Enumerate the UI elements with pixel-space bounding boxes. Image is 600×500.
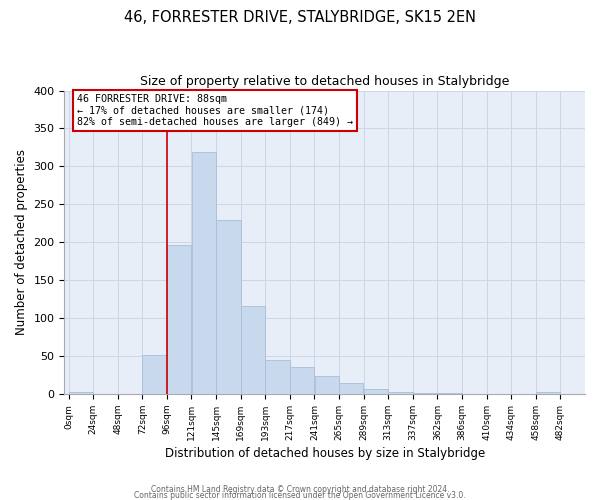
Bar — [437, 393, 462, 394]
Bar — [167, 244, 191, 394]
Bar — [364, 390, 388, 394]
Y-axis label: Number of detached properties: Number of detached properties — [15, 150, 28, 336]
Bar — [142, 356, 167, 394]
Bar — [413, 393, 437, 394]
Text: 46, FORRESTER DRIVE, STALYBRIDGE, SK15 2EN: 46, FORRESTER DRIVE, STALYBRIDGE, SK15 2… — [124, 10, 476, 25]
Bar — [536, 392, 560, 394]
Bar — [265, 360, 290, 394]
Bar — [290, 368, 314, 394]
Bar — [241, 306, 265, 394]
Bar — [191, 152, 216, 394]
Bar — [68, 392, 93, 394]
Bar — [339, 382, 364, 394]
Text: Contains public sector information licensed under the Open Government Licence v3: Contains public sector information licen… — [134, 490, 466, 500]
Bar — [388, 392, 413, 394]
Bar — [314, 376, 339, 394]
Text: 46 FORRESTER DRIVE: 88sqm
← 17% of detached houses are smaller (174)
82% of semi: 46 FORRESTER DRIVE: 88sqm ← 17% of detac… — [77, 94, 353, 127]
X-axis label: Distribution of detached houses by size in Stalybridge: Distribution of detached houses by size … — [164, 447, 485, 460]
Bar — [216, 220, 241, 394]
Title: Size of property relative to detached houses in Stalybridge: Size of property relative to detached ho… — [140, 75, 509, 88]
Text: Contains HM Land Registry data © Crown copyright and database right 2024.: Contains HM Land Registry data © Crown c… — [151, 484, 449, 494]
